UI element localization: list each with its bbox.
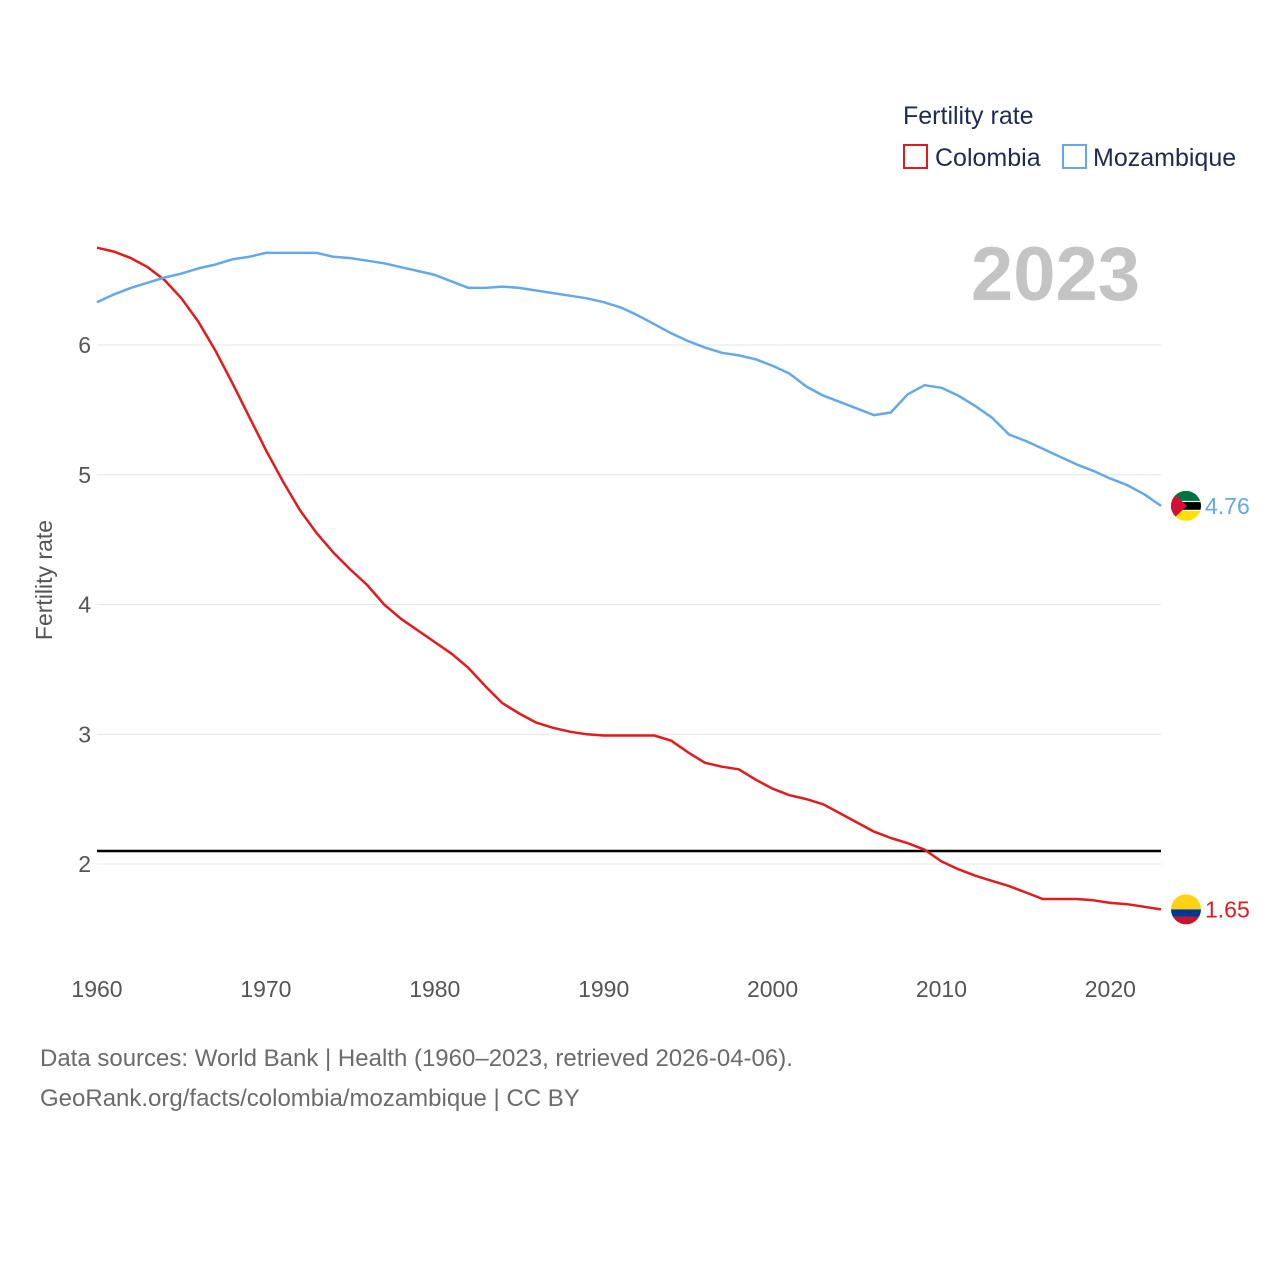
x-tick-label: 1970 xyxy=(240,976,291,1002)
mozambique-flag-icon xyxy=(1171,490,1201,521)
legend-label-mozambique: Mozambique xyxy=(1093,144,1236,172)
y-axis-ticks: 2 3 4 5 6 xyxy=(78,332,91,877)
x-tick-label: 1990 xyxy=(578,976,629,1002)
y-tick-label: 6 xyxy=(78,332,91,358)
end-value-colombia: 1.65 xyxy=(1205,896,1250,922)
y-tick-label: 3 xyxy=(78,721,91,747)
legend-item-mozambique[interactable]: Mozambique xyxy=(1062,144,1236,172)
y-axis-label: Fertility rate xyxy=(31,520,57,640)
legend-label-colombia: Colombia xyxy=(935,144,1041,172)
y-tick-label: 4 xyxy=(78,592,91,618)
y-tick-label: 2 xyxy=(78,851,91,877)
x-tick-label: 2020 xyxy=(1085,976,1136,1002)
grid-lines xyxy=(97,344,1161,865)
end-value-mozambique: 4.76 xyxy=(1205,493,1250,519)
y-tick-label: 5 xyxy=(78,462,91,488)
series-line-mozambique xyxy=(96,251,1162,507)
colombia-flag-icon xyxy=(1171,894,1201,925)
x-tick-label: 2010 xyxy=(916,976,967,1002)
x-axis-ticks: 1960 1970 1980 1990 2000 2010 2020 xyxy=(71,976,1136,1002)
x-tick-label: 1980 xyxy=(409,976,460,1002)
end-markers: 1.65 4.76 xyxy=(1171,490,1250,925)
legend-swatch-colombia xyxy=(903,144,928,169)
legend-swatch-mozambique xyxy=(1062,144,1087,169)
series-lines xyxy=(96,246,1162,911)
year-label: 2023 xyxy=(971,232,1140,317)
legend-title: Fertility rate xyxy=(903,102,1034,130)
footer-sources: Data sources: World Bank | Health (1960–… xyxy=(40,1045,793,1072)
x-tick-label: 1960 xyxy=(71,976,122,1002)
x-tick-label: 2000 xyxy=(747,976,798,1002)
series-line-colombia xyxy=(96,246,1162,911)
legend-item-colombia[interactable]: Colombia xyxy=(903,144,1041,172)
legend: Fertility rate Colombia Mozambique xyxy=(903,102,1236,172)
footer-link[interactable]: GeoRank.org/facts/colombia/mozambique | … xyxy=(40,1085,580,1112)
